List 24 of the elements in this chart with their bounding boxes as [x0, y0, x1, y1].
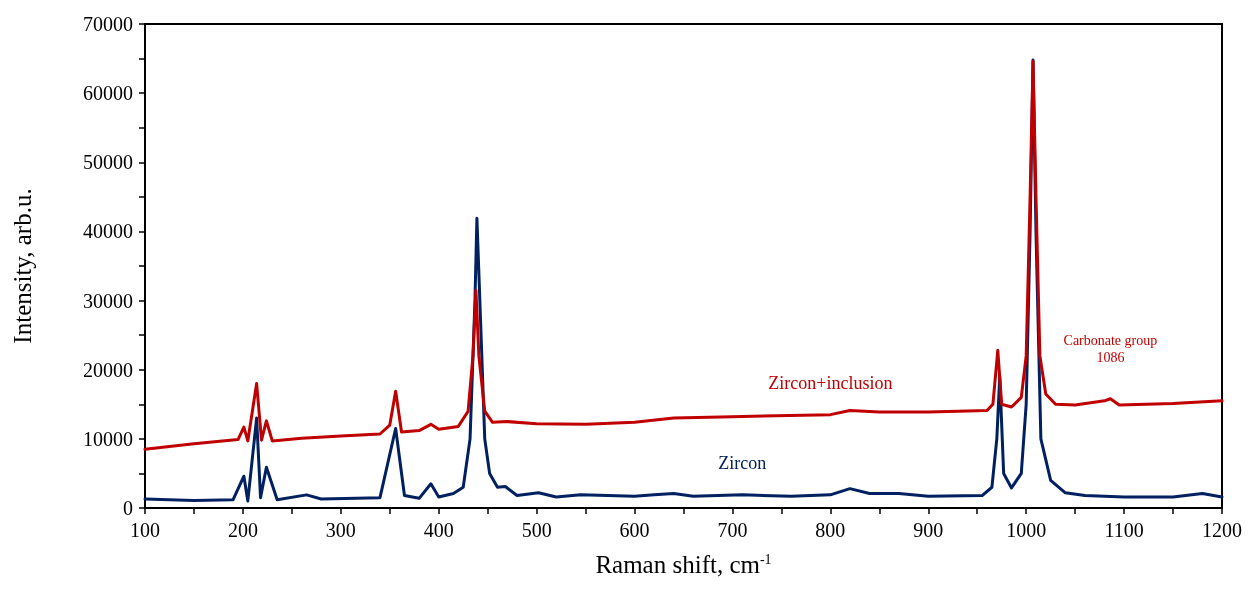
x-tick-label: 1200	[1202, 519, 1242, 541]
y-tick-label: 0	[123, 497, 133, 519]
x-tick-label: 300	[325, 519, 356, 541]
x-tick-label: 200	[227, 519, 258, 541]
x-tick-label: 700	[717, 519, 748, 541]
y-tick-label: 30000	[83, 289, 133, 312]
x-tick-label: 900	[913, 519, 944, 541]
x-tick-label: 1100	[1104, 519, 1144, 541]
y-tick-label: 70000	[83, 13, 133, 35]
annotation: Carbonate group 1086	[1063, 332, 1158, 365]
y-tick-label: 20000	[83, 358, 133, 381]
y-tick-label: 50000	[83, 151, 133, 174]
x-tick-label: 800	[815, 519, 846, 541]
x-tick-label: 1000	[1006, 519, 1047, 541]
x-tick-label: 400	[423, 519, 454, 541]
x-tick-label: 600	[619, 519, 650, 541]
series-label: Zircon	[718, 452, 767, 473]
y-tick-label: 60000	[83, 82, 133, 105]
y-tick-label: 10000	[83, 427, 133, 450]
x-tick-label: 500	[521, 519, 552, 541]
series-label: Zircon+inclusion	[768, 372, 893, 393]
y-tick-label: 40000	[83, 220, 133, 243]
x-tick-label: 100	[130, 519, 160, 541]
y-axis-title: Intensity, arb.u.	[9, 188, 36, 344]
